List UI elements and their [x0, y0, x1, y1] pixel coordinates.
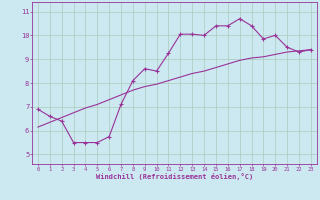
X-axis label: Windchill (Refroidissement éolien,°C): Windchill (Refroidissement éolien,°C)	[96, 173, 253, 180]
